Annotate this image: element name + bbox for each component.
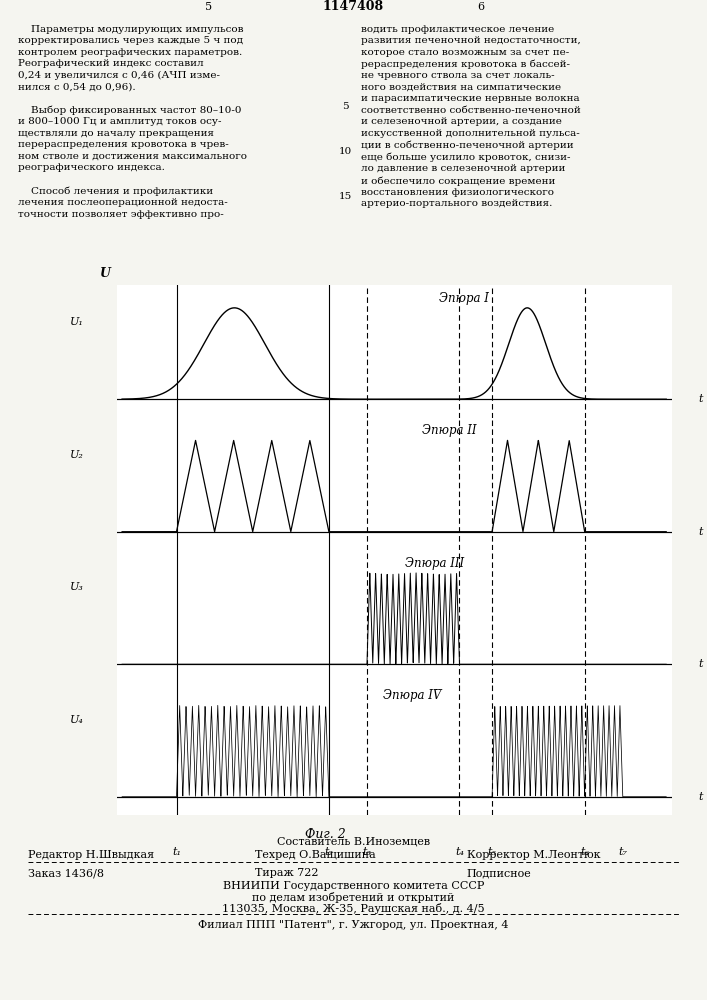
Text: t₄: t₄ — [455, 847, 464, 857]
Text: Параметры модулирующих импульсов
корректировались через каждые 5 ч под
контролем: Параметры модулирующих импульсов коррект… — [18, 25, 247, 219]
Text: Техред О.Ващишина: Техред О.Ващишина — [255, 850, 375, 860]
Text: t₅: t₅ — [488, 847, 496, 857]
Text: водить профилактическое лечение
развития печеночной недостаточности,
которое ста: водить профилактическое лечение развития… — [361, 25, 580, 208]
Text: Фиг. 2: Фиг. 2 — [305, 828, 346, 841]
Text: t: t — [699, 527, 703, 537]
Text: ВНИИПИ Государственного комитета СССР: ВНИИПИ Государственного комитета СССР — [223, 881, 484, 891]
Text: U₄: U₄ — [69, 715, 83, 725]
Text: Тираж 722: Тираж 722 — [255, 868, 318, 878]
Text: U₂: U₂ — [69, 450, 83, 460]
Text: 10: 10 — [339, 147, 351, 156]
Text: Филиал ППП "Патент", г. Ужгород, ул. Проектная, 4: Филиал ППП "Патент", г. Ужгород, ул. Про… — [198, 920, 509, 930]
Text: по делам изобретений и открытий: по делам изобретений и открытий — [252, 892, 455, 903]
Text: 113035, Москва, Ж-35, Раушская наб., д. 4/5: 113035, Москва, Ж-35, Раушская наб., д. … — [222, 903, 485, 914]
Text: t₁: t₁ — [172, 847, 181, 857]
Text: Эпюра II: Эпюра II — [422, 424, 477, 437]
Text: t₇: t₇ — [618, 847, 627, 857]
Text: 15: 15 — [339, 192, 351, 201]
Text: Редактор Н.Швыдкая: Редактор Н.Швыдкая — [28, 850, 154, 860]
Text: Подписное: Подписное — [467, 868, 532, 878]
Text: U: U — [100, 267, 111, 280]
Text: 5: 5 — [205, 2, 212, 12]
Text: t₃: t₃ — [363, 847, 371, 857]
Text: U₁: U₁ — [69, 317, 83, 327]
Text: 1147408: 1147408 — [323, 0, 384, 13]
Text: Составитель В.Иноземцев: Составитель В.Иноземцев — [277, 837, 430, 847]
Text: t: t — [699, 792, 703, 802]
Text: t₆: t₆ — [580, 847, 589, 857]
Text: Эпюра I: Эпюра I — [438, 292, 489, 305]
Text: t₂: t₂ — [325, 847, 334, 857]
Text: 5: 5 — [341, 102, 349, 111]
Text: U₃: U₃ — [69, 582, 83, 592]
Text: Корректор М.Леонтюк: Корректор М.Леонтюк — [467, 850, 600, 860]
Text: Эпюра IV̅: Эпюра IV̅ — [383, 689, 441, 702]
Text: 6: 6 — [477, 2, 484, 12]
Text: Заказ 1436/8: Заказ 1436/8 — [28, 868, 104, 878]
Text: t: t — [699, 659, 703, 669]
Text: Эпюра III: Эпюра III — [405, 557, 464, 570]
Text: t: t — [699, 394, 703, 404]
